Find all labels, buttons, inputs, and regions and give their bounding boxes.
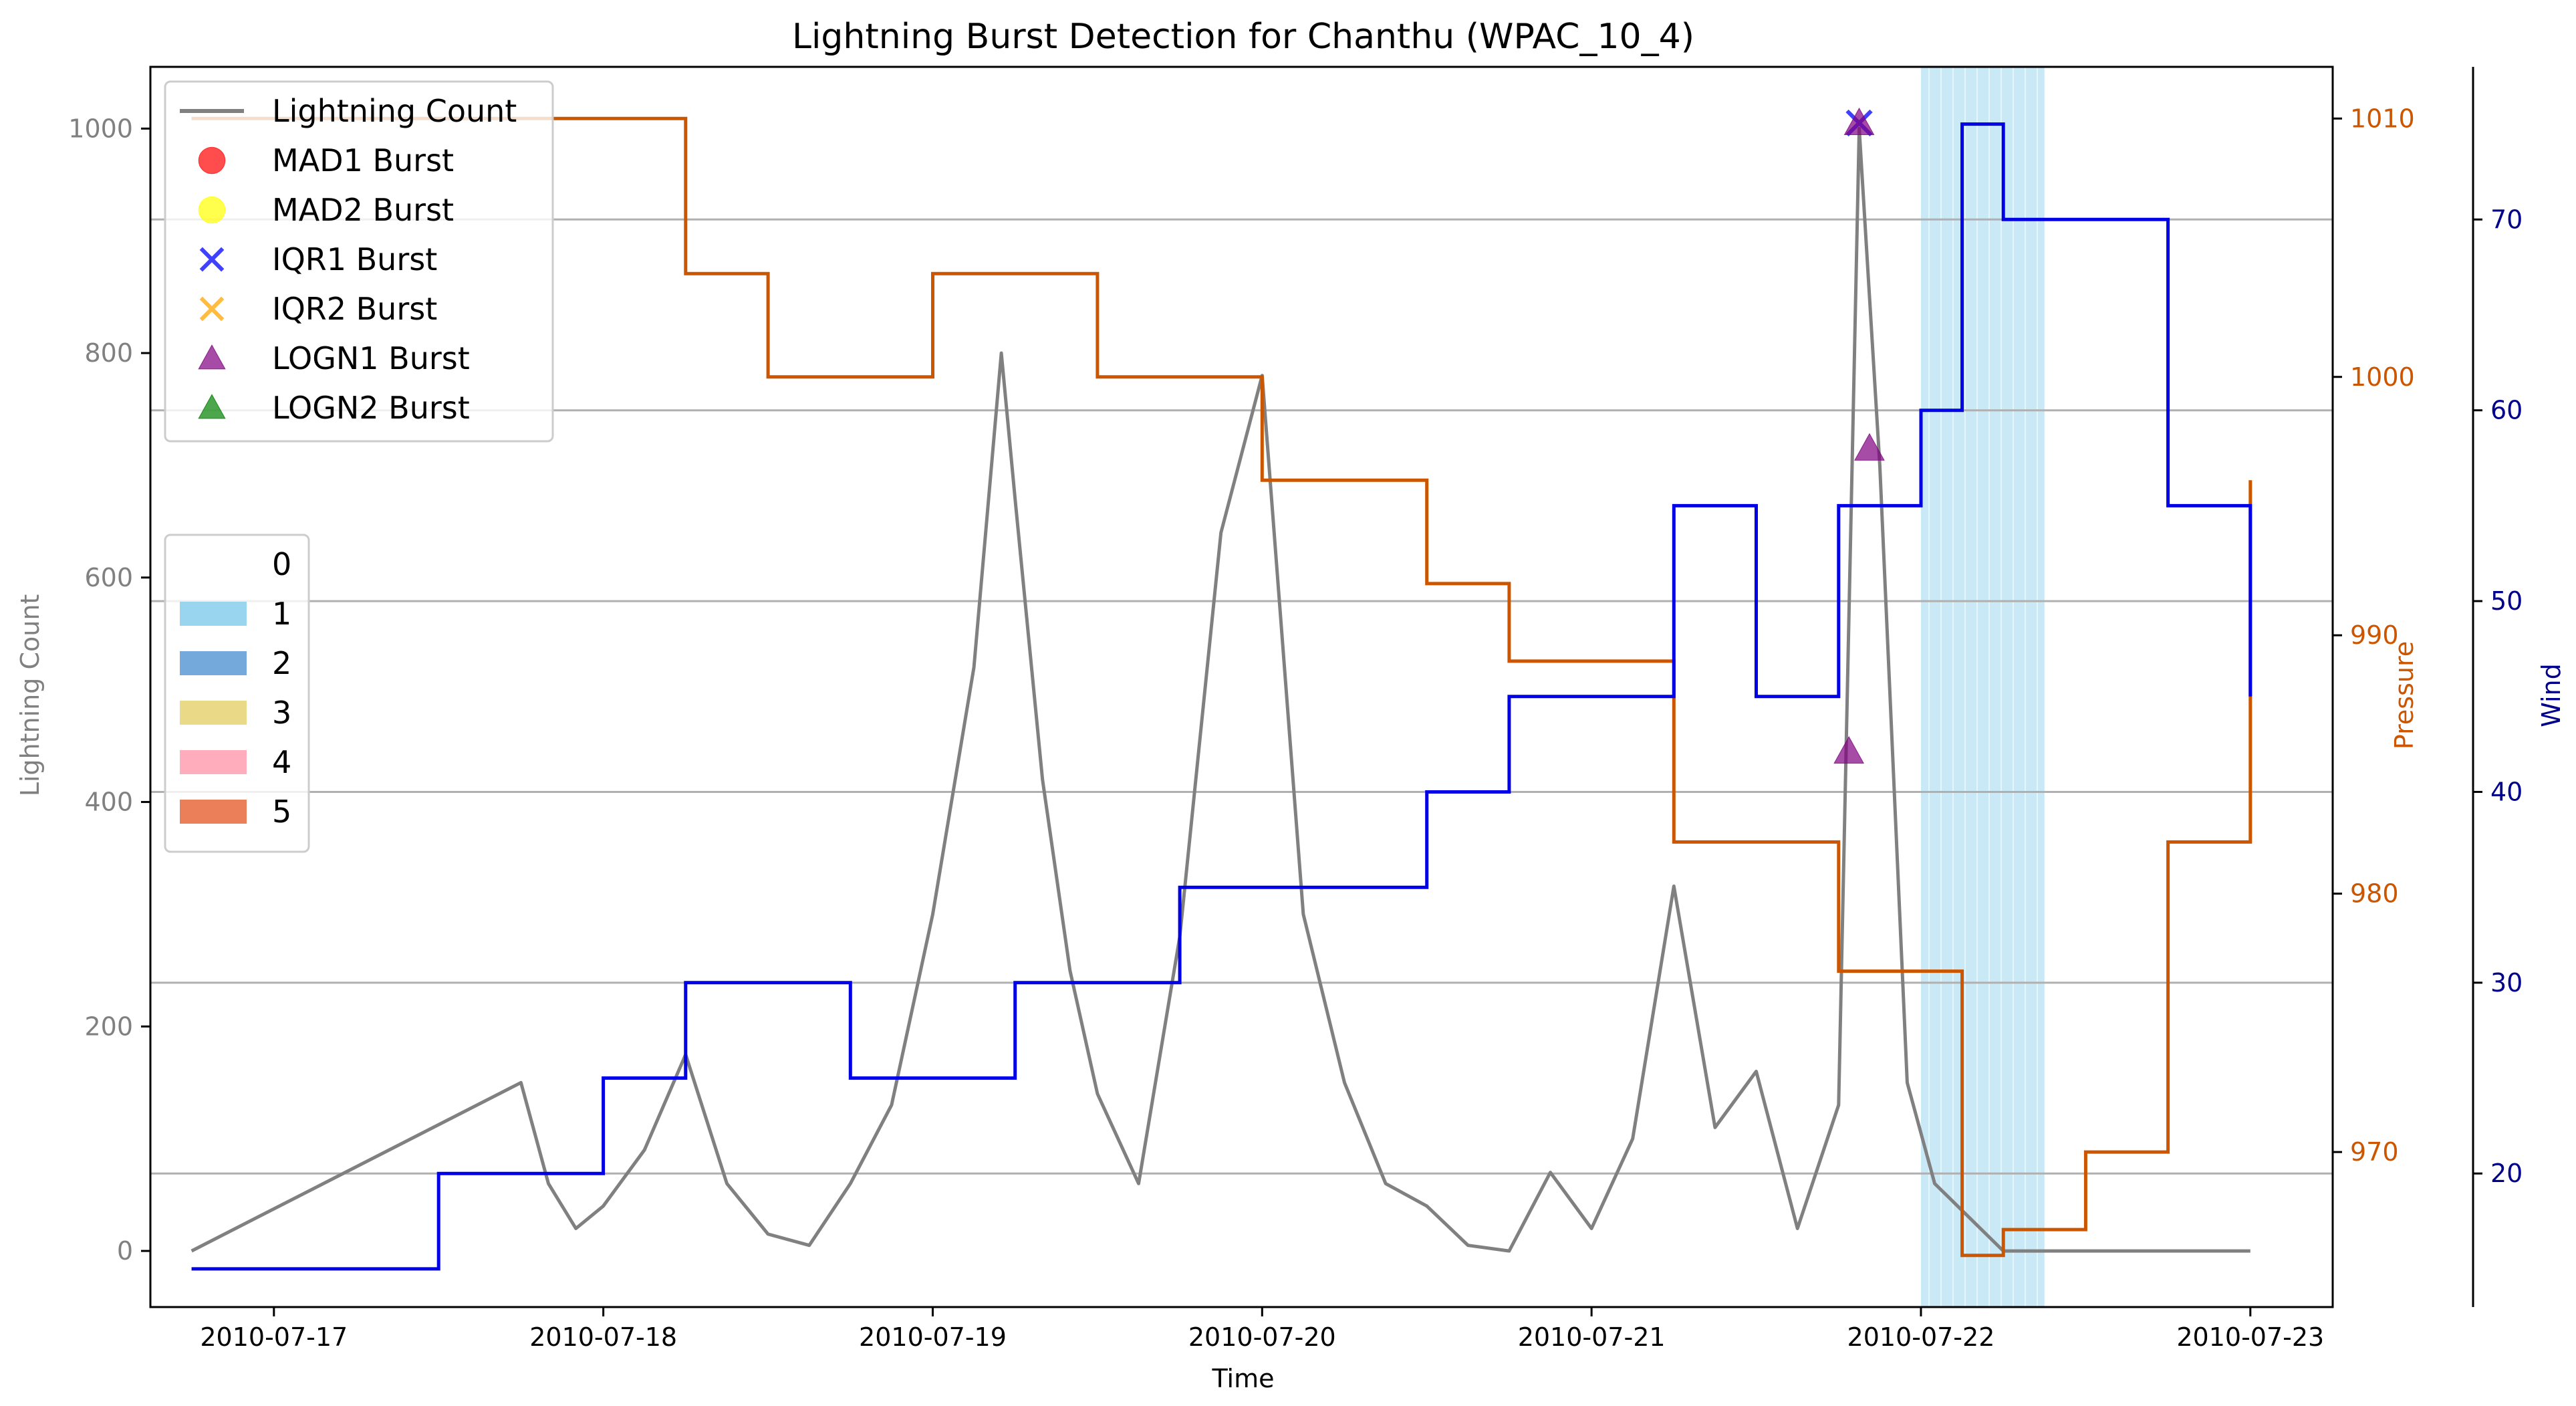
pressure-tick-label: 980: [2350, 879, 2399, 909]
wind-line: [191, 122, 2252, 1271]
legend-swatch: [180, 701, 247, 725]
burst-legend: Lightning Count MAD1 Burst MAD2 Burst IQR1 …: [164, 80, 554, 443]
pressure-tick-label: 970: [2350, 1137, 2399, 1167]
left-tick-label: 600: [84, 563, 133, 592]
burst-marker: [1833, 736, 1865, 764]
legend-label: 5: [272, 794, 291, 830]
pressure-tick-label: 1010: [2350, 104, 2415, 133]
plot-frame: [149, 66, 2334, 1308]
x-tick-label: 2010-07-17: [200, 1322, 348, 1352]
legend-label: LOGN2 Burst: [272, 390, 470, 426]
legend-swatch: [180, 651, 247, 675]
pressure-tick-label: 990: [2350, 620, 2399, 650]
y-axis-label-wind: Wind: [2537, 663, 2566, 727]
legend-label: LOGN1 Burst: [272, 340, 470, 376]
legend-marker: [198, 196, 226, 224]
left-tick-label: 400: [84, 788, 133, 817]
x-tick-label: 2010-07-20: [1188, 1322, 1336, 1352]
x-tick-label: 2010-07-21: [1518, 1322, 1666, 1352]
left-tick-label: 1000: [68, 114, 133, 143]
legend-marker: [198, 394, 226, 419]
legend-label: MAD1 Burst: [272, 142, 454, 179]
legend-label: Lightning Count: [272, 93, 517, 129]
wind-tick-label: 60: [2490, 396, 2523, 425]
x-tick-label: 2010-07-18: [529, 1322, 677, 1352]
legend-label: 3: [272, 695, 291, 731]
left-tick-label: 200: [84, 1012, 133, 1041]
legend-label: MAD2 Burst: [272, 192, 454, 228]
wind-tick-label: 50: [2490, 586, 2523, 616]
y-axis-label-pressure: Pressure: [2390, 641, 2419, 749]
x-axis-label: Time: [1212, 1364, 1275, 1393]
category-legend: 0 1 2 3 4 5: [164, 534, 310, 853]
wind-tick-label: 20: [2490, 1159, 2523, 1188]
legend-swatch: [180, 750, 247, 774]
legend-swatch: [180, 552, 247, 576]
legend-label: 2: [272, 645, 291, 681]
chart-title: Lightning Burst Detection for Chanthu (W…: [792, 17, 1694, 57]
legend-label: IQR2 Burst: [272, 291, 437, 327]
plot-area: 2010-07-17 2010-07-18 2010-07-19 2010-07-20…: [68, 66, 2523, 1352]
legend-marker: [199, 296, 225, 322]
legend-swatch: [180, 602, 247, 626]
x-tick-label: 2010-07-22: [1847, 1322, 1995, 1352]
pressure-line: [191, 116, 2252, 1258]
left-tick-label: 0: [117, 1236, 133, 1266]
legend-label: 4: [272, 744, 291, 780]
burst-marker: [1843, 107, 1875, 136]
x-tick-label: 2010-07-19: [859, 1322, 1007, 1352]
legend-marker: [199, 247, 225, 272]
legend-label: IQR1 Burst: [272, 241, 437, 277]
y-axis-label-lightning: Lightning Count: [15, 594, 45, 797]
burst-legend-frame: [164, 80, 554, 443]
x-tick-label: 2010-07-23: [2176, 1322, 2324, 1352]
legend-marker: [198, 146, 226, 174]
burst-marker: [1854, 433, 1885, 461]
legend-label: 0: [272, 546, 291, 582]
wind-tick-label: 30: [2490, 968, 2523, 998]
category-span: [1920, 67, 2045, 1307]
legend-label: 1: [272, 596, 291, 632]
left-tick-label: 800: [84, 338, 133, 368]
legend-swatch: [180, 800, 247, 824]
legend-marker: [198, 344, 226, 370]
pressure-tick-label: 1000: [2350, 362, 2415, 392]
wind-tick-label: 70: [2490, 205, 2523, 234]
wind-tick-label: 40: [2490, 777, 2523, 806]
